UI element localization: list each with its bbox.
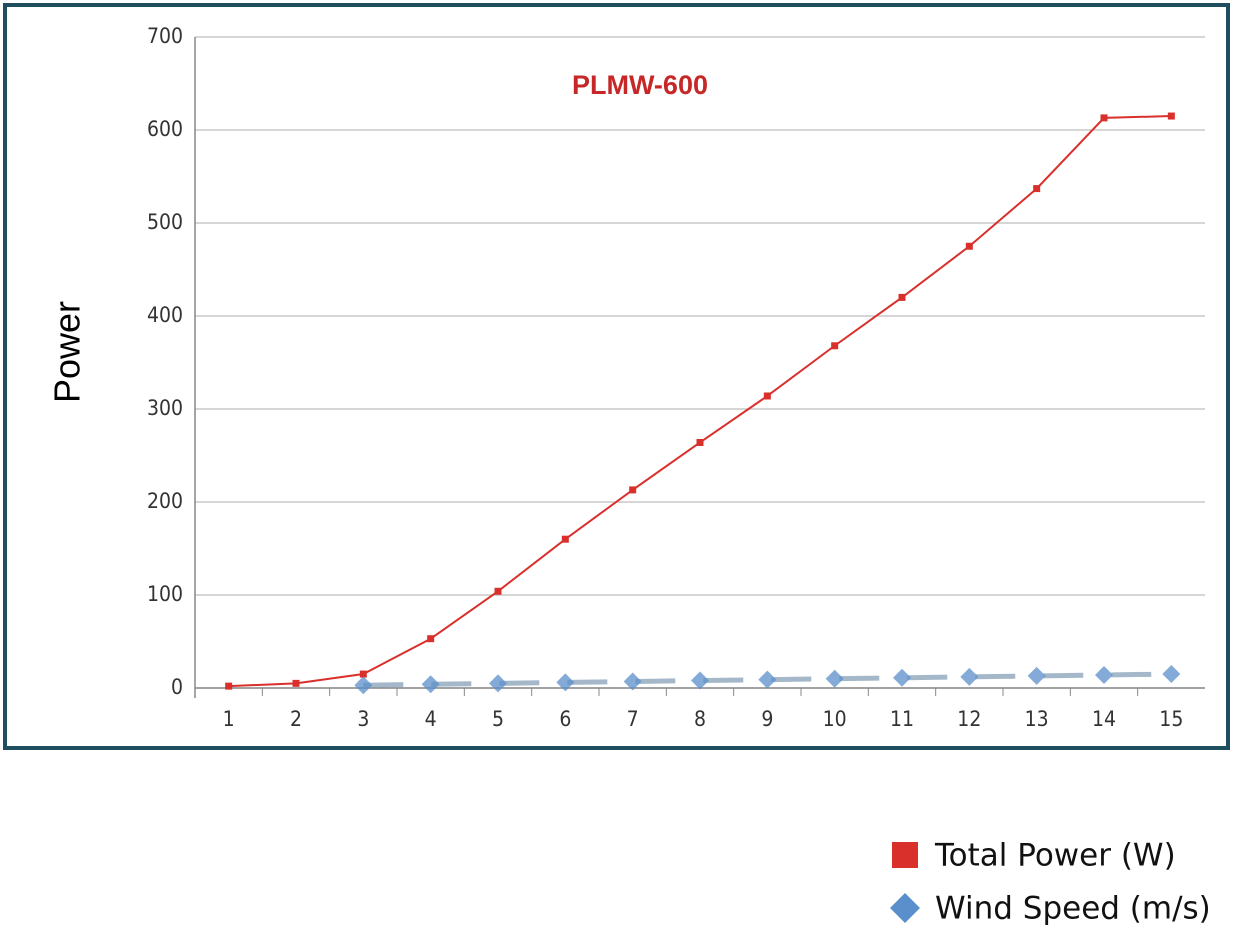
marker <box>556 673 575 692</box>
marker <box>831 342 839 350</box>
y-axis-label: Power <box>47 301 88 403</box>
marker <box>1095 665 1113 684</box>
series-line <box>228 115 1172 688</box>
marker <box>1162 665 1181 684</box>
marker <box>359 670 367 678</box>
marker <box>421 675 440 694</box>
y-tick-label: 0 <box>171 675 183 699</box>
marker <box>623 672 642 691</box>
x-tick-label: 14 <box>1092 707 1116 731</box>
y-tick-label: 500 <box>147 210 183 234</box>
x-tick-label: 4 <box>425 707 437 731</box>
legend-label: Total Power (W) <box>934 838 1176 874</box>
chart-frame <box>3 3 1230 750</box>
marker <box>960 667 979 686</box>
marker <box>225 682 233 690</box>
marker <box>1167 112 1175 120</box>
marker <box>489 674 507 693</box>
marker <box>1100 114 1108 122</box>
marker <box>494 587 502 595</box>
x-tick-label: 2 <box>290 707 302 731</box>
marker <box>763 392 771 400</box>
x-tick-label: 11 <box>890 707 914 731</box>
x-tick-label: 1 <box>223 707 235 731</box>
marker <box>427 635 435 643</box>
x-tick-label: 15 <box>1159 707 1183 731</box>
legend-swatch <box>890 893 920 923</box>
x-tick-label: 13 <box>1025 707 1049 731</box>
legend-label: Wind Speed (m/s) <box>935 891 1211 927</box>
x-tick-label: 8 <box>694 707 706 731</box>
x-tick-label: 9 <box>761 707 773 731</box>
x-tick-label: 12 <box>957 707 981 731</box>
marker <box>292 679 300 687</box>
marker <box>1033 185 1041 193</box>
chart-title: PLMW-600 <box>572 70 708 100</box>
y-tick-label: 100 <box>147 582 183 606</box>
marker <box>825 669 844 688</box>
marker <box>758 670 777 689</box>
y-tick-label: 300 <box>147 396 183 420</box>
marker <box>1027 666 1046 685</box>
y-tick-label: 400 <box>147 303 183 327</box>
marker <box>696 438 704 446</box>
y-tick-label: 600 <box>147 117 183 141</box>
marker <box>691 671 709 690</box>
x-tick-label: 6 <box>559 707 571 731</box>
x-tick-label: 7 <box>627 707 639 731</box>
marker <box>965 242 973 250</box>
x-tick-label: 3 <box>357 707 369 731</box>
marker <box>898 293 906 301</box>
marker <box>561 535 569 543</box>
marker <box>354 676 373 695</box>
marker <box>893 668 911 687</box>
marker <box>629 486 637 494</box>
y-tick-label: 700 <box>147 24 183 48</box>
y-tick-label: 200 <box>147 489 183 513</box>
x-tick-label: 10 <box>823 707 847 731</box>
x-tick-label: 5 <box>492 707 504 731</box>
legend-swatch <box>892 842 918 868</box>
